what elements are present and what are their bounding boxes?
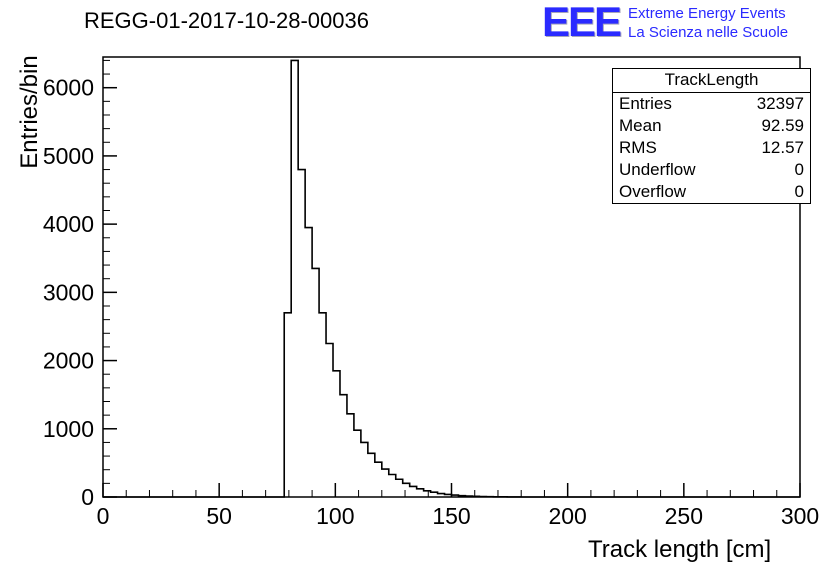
y-tick-label: 0 — [81, 484, 94, 510]
eee-logo-acronym: EEE — [542, 0, 622, 45]
stats-label: Entries — [619, 94, 672, 113]
eee-logo-line1: Extreme Energy Events — [628, 5, 786, 22]
plot-title: REGG-01-2017-10-28-00036 — [84, 8, 369, 33]
stats-label: RMS — [619, 138, 657, 157]
y-tick-label: 4000 — [43, 211, 94, 237]
stats-row: Mean 92.59 — [613, 115, 810, 137]
stats-label: Underflow — [619, 160, 696, 179]
stats-label: Overflow — [619, 182, 687, 201]
x-tick-label: 150 — [432, 503, 470, 529]
y-tick-label: 3000 — [43, 279, 94, 305]
histogram-line — [103, 59, 800, 498]
stats-value: 92.59 — [761, 116, 804, 135]
eee-logo-text: Extreme Energy Events La Scienza nelle S… — [628, 4, 788, 42]
x-tick-label: 100 — [316, 503, 354, 529]
y-tick-label: 5000 — [43, 143, 94, 169]
x-tick-label: 300 — [781, 503, 819, 529]
eee-logo-line2: La Scienza nelle Scuole — [628, 24, 789, 41]
y-axis-title: Entries/bin — [16, 55, 43, 169]
y-tick-label: 6000 — [43, 75, 94, 101]
x-tick-label: 50 — [206, 503, 232, 529]
eee-logo: EEE Extreme Energy Events La Scienza nel… — [542, 0, 788, 45]
stats-row: Underflow 0 — [613, 159, 810, 181]
stats-box-title: TrackLength — [613, 69, 810, 93]
x-tick-label: 250 — [665, 503, 703, 529]
x-axis-title: Track length [cm] — [588, 536, 772, 563]
stats-row: RMS 12.57 — [613, 137, 810, 159]
stats-value: 32397 — [756, 94, 804, 113]
stats-value: 0 — [794, 160, 804, 179]
stats-value: 12.57 — [761, 138, 804, 157]
y-tick-label: 1000 — [43, 416, 94, 442]
x-tick-label: 200 — [548, 503, 586, 529]
stats-row: Entries 32397 — [613, 93, 810, 115]
stats-value: 0 — [794, 182, 804, 201]
x-tick-label: 0 — [97, 503, 110, 529]
stats-row: Overflow 0 — [613, 181, 810, 203]
y-tick-label: 2000 — [43, 348, 94, 374]
stats-label: Mean — [619, 116, 662, 135]
stats-box: TrackLength Entries 32397 Mean 92.59 RMS… — [612, 68, 811, 204]
